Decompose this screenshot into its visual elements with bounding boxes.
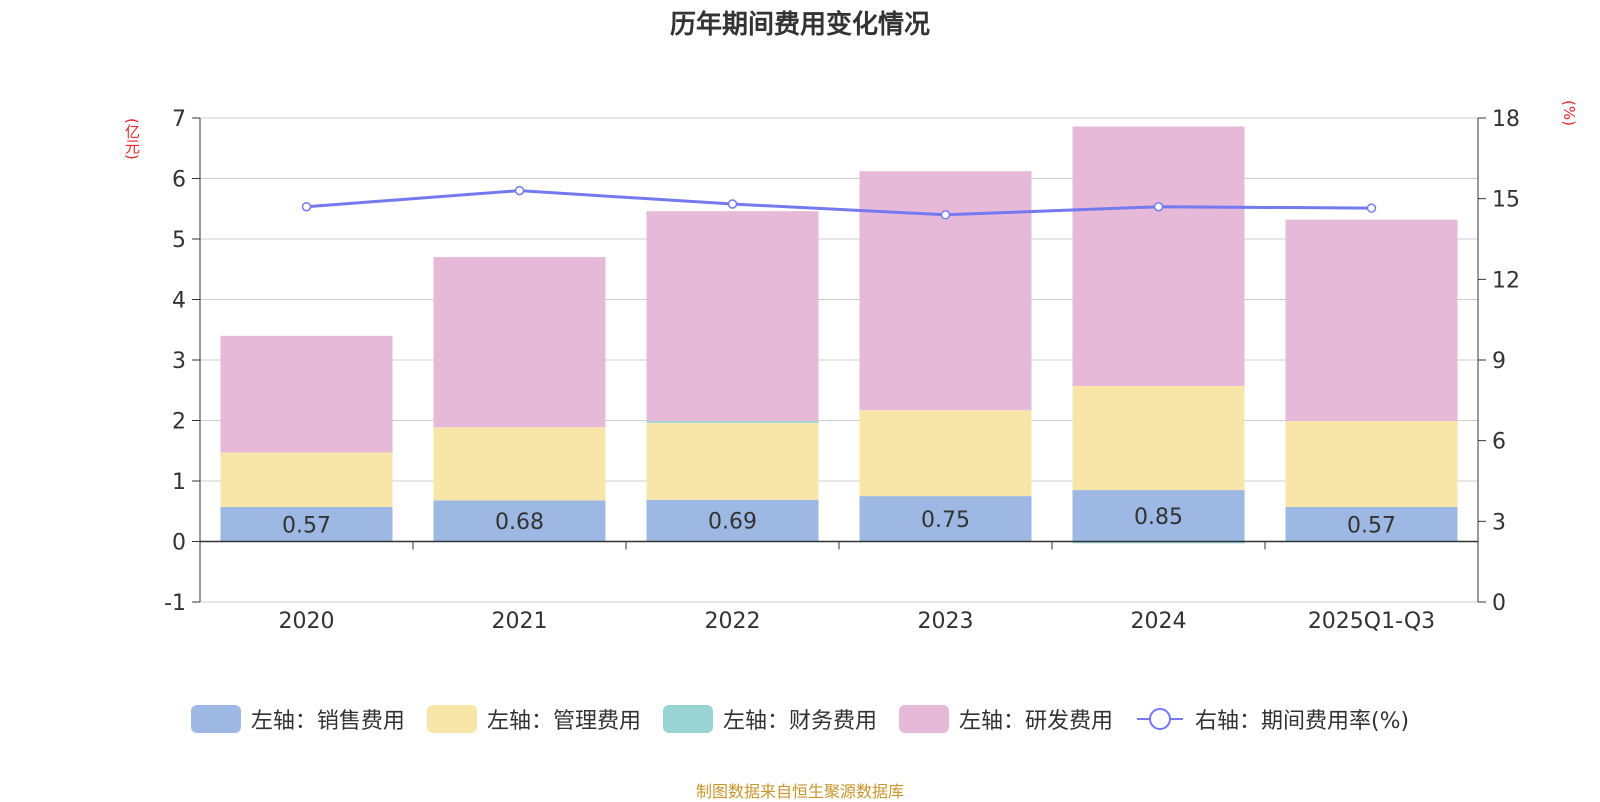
rate-point <box>1366 203 1377 213</box>
left-axis-tick-label: -1 <box>164 591 186 616</box>
bar-segment-sales <box>433 500 606 542</box>
right-axis-tick-label: 6 <box>1492 430 1506 455</box>
data-label: 0.69 <box>708 510 757 535</box>
left-axis-tick-label: 4 <box>172 289 186 314</box>
data-label: 0.85 <box>1134 505 1183 530</box>
left-axis-tick-label: 2 <box>172 410 186 435</box>
right-axis-tick-label: 0 <box>1492 591 1506 616</box>
legend-swatch-admin <box>426 705 477 733</box>
bar-segment-admin <box>433 427 606 501</box>
bar-segment-rd <box>859 171 1032 411</box>
right-axis-tick-label: 18 <box>1492 107 1520 132</box>
chart-title: 历年期间费用变化情况 <box>669 10 930 40</box>
legend-item-sales[interactable]: 左轴：销售费用 <box>190 703 405 735</box>
bar-segment-sales <box>859 496 1032 542</box>
x-axis-category-label: 2022 <box>705 609 761 634</box>
data-label: 0.57 <box>282 513 331 538</box>
bar-segment-sales <box>220 507 393 542</box>
legend-item-admin[interactable]: 左轴：管理费用 <box>426 703 641 735</box>
legend: 左轴：销售费用 左轴：管理费用 左轴：财务费用 左轴：研发费用 右轴：期间费用率… <box>0 703 1600 735</box>
data-label: 0.75 <box>921 508 970 533</box>
legend-swatch-finance <box>662 705 713 733</box>
bar-segment-sales <box>646 499 819 542</box>
legend-item-rd[interactable]: 左轴：研发费用 <box>898 703 1113 735</box>
x-axis-category-label: 2020 <box>279 609 335 634</box>
legend-swatch-sales <box>190 705 241 733</box>
bar-segment-sales <box>1072 490 1245 542</box>
left-axis-tick-label: 3 <box>172 349 186 374</box>
x-axis-category-label: 2021 <box>492 609 548 634</box>
bar-segment-rd <box>1072 126 1245 387</box>
bar-segment-admin <box>220 452 393 508</box>
bar-segment-rd <box>1285 219 1458 422</box>
legend-item-rate[interactable]: 右轴：期间费用率(%) <box>1135 703 1409 735</box>
x-axis-category-label: 2023 <box>918 609 974 634</box>
right-axis-unit: (%) <box>1560 100 1578 126</box>
right-axis-tick-label: 3 <box>1492 510 1506 535</box>
left-axis-tick-label: 5 <box>172 228 186 253</box>
right-axis-tick-label: 12 <box>1492 268 1520 293</box>
right-axis-tick-label: 15 <box>1492 188 1520 213</box>
bar-segment-finance <box>646 421 819 423</box>
data-label: 0.57 <box>1347 513 1396 538</box>
data-label: 0.68 <box>495 510 544 535</box>
rate-line <box>306 189 1372 217</box>
legend-label-admin: 左轴：管理费用 <box>486 709 641 734</box>
right-axis-tick-label: 9 <box>1492 349 1506 374</box>
legend-swatch-rd <box>898 705 949 733</box>
bar-segment-admin <box>646 422 819 500</box>
x-axis-category-label: 2025Q1-Q3 <box>1308 609 1435 634</box>
left-axis-tick-label: 0 <box>172 531 186 556</box>
bar-segment-rd <box>646 211 819 422</box>
rate-point <box>1153 201 1164 212</box>
bar-segment-rd <box>220 335 393 453</box>
source-note: 制图数据来自恒生聚源数据库 <box>695 782 904 801</box>
left-axis-tick-label: 1 <box>172 470 186 495</box>
bar-segment-rd <box>433 257 606 428</box>
bar-segment-sales <box>1285 507 1458 542</box>
rate-point <box>514 185 525 196</box>
bar-segment-admin <box>1285 421 1458 508</box>
legend-label-rate: 右轴：期间费用率(%) <box>1194 709 1410 734</box>
legend-label-sales: 左轴：销售费用 <box>250 709 405 734</box>
bar-segment-admin <box>859 410 1032 497</box>
legend-item-finance[interactable]: 左轴：财务费用 <box>662 703 877 735</box>
left-axis-unit: (亿元) <box>123 118 141 160</box>
bar-segment-finance <box>1072 541 1245 544</box>
bar-segment-admin <box>1072 386 1245 491</box>
left-axis-tick-label: 7 <box>172 107 186 132</box>
rate-point <box>727 199 738 209</box>
rate-point <box>940 210 951 220</box>
legend-line-marker-icon <box>1136 708 1183 730</box>
legend-label-finance: 左轴：财务费用 <box>722 709 877 734</box>
legend-label-rd: 左轴：研发费用 <box>958 709 1113 734</box>
x-axis-category-label: 2024 <box>1131 609 1187 634</box>
rate-point <box>301 201 312 212</box>
left-axis-tick-label: 6 <box>172 168 186 193</box>
